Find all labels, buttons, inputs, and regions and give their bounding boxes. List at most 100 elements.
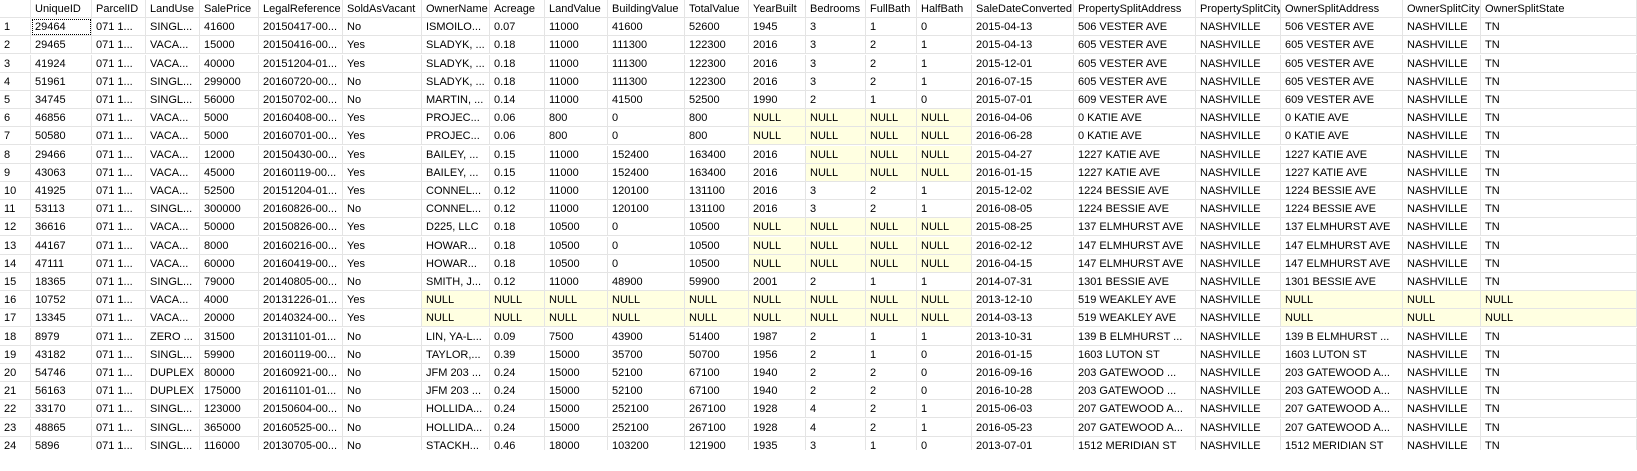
table-cell[interactable]: 20160408-00...: [259, 109, 343, 128]
table-cell[interactable]: 1956: [749, 345, 806, 364]
table-cell[interactable]: NASHVILLE: [1403, 273, 1481, 291]
table-cell[interactable]: TN: [1481, 236, 1637, 255]
table-cell[interactable]: 1224 BESSIE AVE: [1281, 200, 1403, 219]
table-cell[interactable]: NULL: [490, 291, 545, 310]
table-cell[interactable]: HOWAR...: [422, 254, 490, 273]
table-cell[interactable]: NASHVILLE: [1196, 18, 1281, 37]
table-cell[interactable]: 1: [917, 418, 972, 437]
column-header-landuse[interactable]: LandUse: [146, 0, 200, 18]
table-cell[interactable]: NULL: [866, 254, 917, 273]
row-number[interactable]: 23: [0, 418, 31, 437]
table-cell[interactable]: CONNEL...: [422, 200, 490, 219]
table-cell[interactable]: 0: [608, 254, 685, 273]
table-row[interactable]: 18 8979 071 1... ZERO ... 31500 20131101-01..…: [0, 327, 1637, 346]
table-cell[interactable]: 2016-02-12: [972, 236, 1074, 255]
table-cell[interactable]: NASHVILLE: [1403, 236, 1481, 255]
table-cell[interactable]: NULL: [685, 291, 749, 310]
table-cell[interactable]: No: [343, 91, 422, 109]
table-cell[interactable]: 10752: [31, 291, 92, 310]
table-cell[interactable]: 2016: [749, 36, 806, 55]
table-cell[interactable]: 20160826-00...: [259, 200, 343, 219]
horizontal-scrollbar[interactable]: [0, 450, 1637, 471]
table-cell[interactable]: 0.18: [490, 54, 545, 73]
table-cell[interactable]: 609 VESTER AVE: [1074, 91, 1196, 109]
table-cell[interactable]: 43063: [31, 163, 92, 182]
table-cell[interactable]: 52100: [608, 364, 685, 382]
column-header-saledateconverted[interactable]: SaleDateConverted: [972, 0, 1074, 18]
table-cell[interactable]: 2016-04-06: [972, 109, 1074, 128]
table-row[interactable]: 6 46856 071 1... VACA... 5000 20160408-00... Y…: [0, 109, 1637, 128]
table-cell[interactable]: 0.18: [490, 254, 545, 273]
row-number[interactable]: 9: [0, 163, 31, 182]
table-cell[interactable]: VACA...: [146, 36, 200, 55]
row-number[interactable]: 19: [0, 345, 31, 364]
table-cell[interactable]: NULL: [917, 291, 972, 310]
table-cell[interactable]: BAILEY, ...: [422, 145, 490, 164]
table-cell[interactable]: 51961: [31, 72, 92, 91]
table-cell[interactable]: 3: [806, 72, 866, 91]
table-cell[interactable]: 800: [685, 127, 749, 146]
row-number[interactable]: 3: [0, 54, 31, 73]
table-cell[interactable]: 2: [866, 54, 917, 73]
table-cell[interactable]: VACA...: [146, 163, 200, 182]
table-cell[interactable]: 137 ELMHURST AVE: [1074, 218, 1196, 237]
table-cell[interactable]: NASHVILLE: [1196, 200, 1281, 219]
table-cell[interactable]: TN: [1481, 254, 1637, 273]
table-cell[interactable]: 800: [545, 109, 608, 128]
table-cell[interactable]: 252100: [608, 418, 685, 437]
table-cell[interactable]: Yes: [343, 309, 422, 328]
table-cell[interactable]: NULL: [749, 309, 806, 328]
table-cell[interactable]: 0: [917, 345, 972, 364]
table-cell[interactable]: 20150702-00...: [259, 91, 343, 109]
table-cell[interactable]: 11000: [545, 72, 608, 91]
table-cell[interactable]: No: [343, 18, 422, 37]
table-cell[interactable]: 0.12: [490, 273, 545, 291]
table-cell[interactable]: 20160119-00...: [259, 345, 343, 364]
table-cell[interactable]: 10500: [685, 218, 749, 237]
table-cell[interactable]: 11000: [545, 91, 608, 109]
table-cell[interactable]: 20160525-00...: [259, 418, 343, 437]
table-cell[interactable]: 52500: [685, 91, 749, 109]
table-cell[interactable]: 33170: [31, 400, 92, 419]
table-cell[interactable]: PROJEC...: [422, 109, 490, 128]
column-header-totalvalue[interactable]: TotalValue: [685, 0, 749, 18]
row-number[interactable]: 4: [0, 72, 31, 91]
table-cell[interactable]: 147 ELMHURST AVE: [1281, 236, 1403, 255]
table-cell[interactable]: 10500: [685, 254, 749, 273]
table-cell[interactable]: 1: [917, 327, 972, 346]
table-cell[interactable]: 41600: [200, 18, 259, 37]
column-header-ownersplitaddress[interactable]: OwnerSplitAddress: [1281, 0, 1403, 18]
table-cell[interactable]: TN: [1481, 418, 1637, 437]
table-cell[interactable]: NULL: [866, 145, 917, 164]
table-cell[interactable]: TN: [1481, 218, 1637, 237]
column-header-uniqueid[interactable]: UniqueID: [31, 0, 92, 18]
table-cell[interactable]: 1: [917, 72, 972, 91]
table-cell[interactable]: NULL: [806, 145, 866, 164]
table-cell[interactable]: No: [343, 200, 422, 219]
table-row[interactable]: 5 34745 071 1... SINGL... 56000 20150702-00..…: [0, 91, 1637, 109]
column-header-acreage[interactable]: Acreage: [490, 0, 545, 18]
table-cell[interactable]: 131100: [685, 182, 749, 200]
table-cell[interactable]: 147 ELMHURST AVE: [1281, 254, 1403, 273]
table-cell[interactable]: 67100: [685, 364, 749, 382]
table-cell[interactable]: 0: [608, 109, 685, 128]
table-cell[interactable]: Yes: [343, 218, 422, 237]
table-cell[interactable]: 2016: [749, 145, 806, 164]
table-cell[interactable]: 2016: [749, 54, 806, 73]
table-cell[interactable]: 20150604-00...: [259, 400, 343, 419]
table-cell[interactable]: TN: [1481, 54, 1637, 73]
table-cell[interactable]: NASHVILLE: [1196, 127, 1281, 146]
table-cell[interactable]: 152400: [608, 145, 685, 164]
table-row[interactable]: 20 54746 071 1... DUPLEX 80000 20160921-00...…: [0, 364, 1637, 382]
table-cell[interactable]: 3: [806, 18, 866, 37]
table-cell[interactable]: 0.18: [490, 236, 545, 255]
table-cell[interactable]: 207 GATEWOOD A...: [1074, 400, 1196, 419]
row-number[interactable]: 13: [0, 236, 31, 255]
table-cell[interactable]: 122300: [685, 36, 749, 55]
table-cell[interactable]: NASHVILLE: [1403, 345, 1481, 364]
table-cell[interactable]: JFM 203 ...: [422, 382, 490, 401]
table-cell[interactable]: NULL: [806, 163, 866, 182]
column-header-ownersplitcity[interactable]: OwnerSplitCity: [1403, 0, 1481, 18]
table-cell[interactable]: 2: [806, 364, 866, 382]
table-cell[interactable]: 123000: [200, 400, 259, 419]
